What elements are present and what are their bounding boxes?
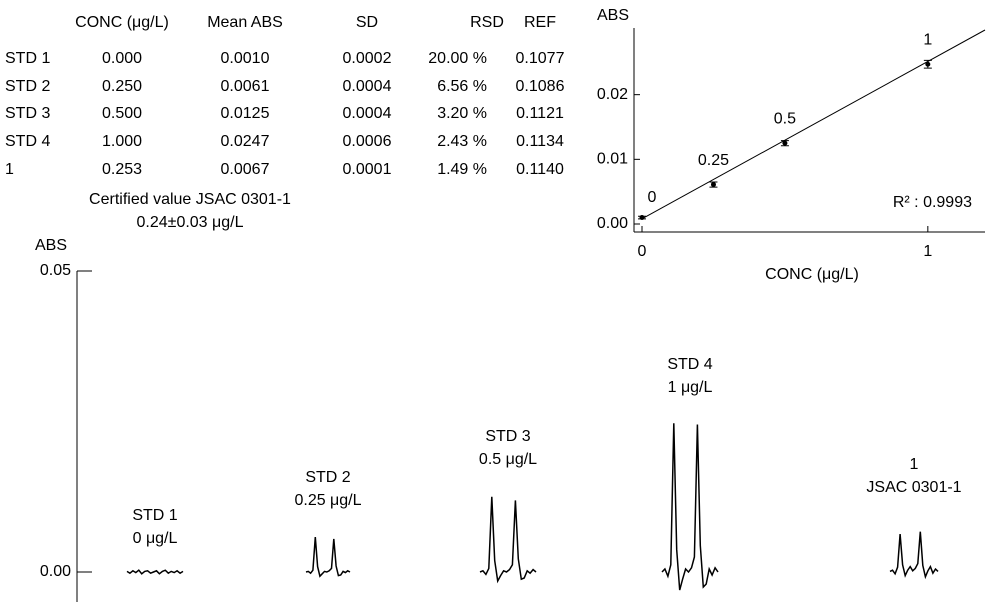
table-header: Mean ABS	[207, 14, 283, 31]
point	[925, 61, 931, 67]
table-cell: 0.1086	[516, 78, 565, 95]
y-tick-label: 0.00	[40, 563, 71, 580]
peak-label: 1 μg/L	[668, 379, 713, 396]
table-cell: 0.250	[102, 78, 142, 95]
table-cell: STD 3	[5, 105, 50, 122]
y-tick-label: 0.02	[597, 86, 628, 103]
table-cell: 20.00 %	[428, 50, 487, 67]
table-header: CONC (μg/L)	[75, 14, 169, 31]
trace	[889, 531, 939, 580]
table-cell: 3.20 %	[437, 105, 487, 122]
table-cell: 1	[5, 161, 14, 178]
table-cell: 0.0125	[221, 105, 270, 122]
table-cell: 0.0001	[343, 161, 392, 178]
point-label: 0.5	[774, 110, 796, 127]
table-cell: 0.000	[102, 50, 142, 67]
table-cell: 1.000	[102, 133, 142, 150]
table-cell: 0.1077	[516, 50, 565, 67]
y-tick-label: 0.05	[40, 262, 71, 279]
table-header: SD	[356, 14, 378, 31]
trace	[479, 496, 537, 584]
table-cell: 0.0067	[221, 161, 270, 178]
peak-label: 0 μg/L	[133, 530, 178, 547]
table-cell: 0.0061	[221, 78, 270, 95]
peak-name: STD 2	[305, 469, 350, 486]
trace	[305, 537, 351, 578]
peak-name: STD 3	[485, 428, 530, 445]
point	[639, 215, 645, 221]
table-cell: 0.1134	[516, 133, 564, 150]
table-cell: 1.49 %	[437, 161, 487, 178]
note: 0.24±0.03 μg/L	[137, 214, 244, 231]
trace	[126, 569, 184, 575]
point-label: 1	[923, 31, 932, 48]
table-cell: 0.1121	[516, 105, 564, 122]
peak-name: STD 1	[132, 507, 177, 524]
peak-label: 0.25 μg/L	[294, 492, 361, 509]
x-tick-label: 1	[923, 243, 932, 260]
table-cell: 0.500	[102, 105, 142, 122]
table-cell: STD 1	[5, 50, 50, 67]
y-tick-label: 0.00	[597, 215, 628, 232]
annotation: R² : 0.9993	[893, 194, 972, 211]
table-cell: STD 2	[5, 78, 50, 95]
table-cell: 2.43 %	[437, 133, 487, 150]
point	[782, 140, 788, 146]
peak-name: 1	[910, 456, 919, 473]
peak-label: JSAC 0301-1	[866, 479, 961, 496]
table-cell: 0.0002	[343, 50, 392, 67]
note: Certified value JSAC 0301-1	[89, 191, 291, 208]
point	[710, 182, 716, 188]
table-cell: 0.1140	[516, 161, 564, 178]
table-header: RSD	[470, 14, 504, 31]
fit-line	[641, 29, 986, 220]
table-cell: 0.0247	[221, 133, 270, 150]
x-axis-label: CONC (μg/L)	[765, 266, 859, 283]
point-label: 0.25	[698, 152, 729, 169]
peak-label: 0.5 μg/L	[479, 451, 537, 468]
table-cell: STD 4	[5, 133, 50, 150]
table-header: REF	[524, 14, 556, 31]
trace	[661, 423, 719, 591]
y-tick-label: 0.01	[597, 151, 628, 168]
table-cell: 0.0006	[343, 133, 392, 150]
x-tick-label: 0	[638, 243, 647, 260]
table-cell: 0.0010	[221, 50, 270, 67]
table-cell: 6.56 %	[437, 78, 487, 95]
table-cell: 0.0004	[343, 105, 392, 122]
table-cell: 0.253	[102, 161, 142, 178]
point-label: 0	[648, 189, 657, 206]
peak-name: STD 4	[667, 356, 712, 373]
table-cell: 0.0004	[343, 78, 392, 95]
y-axis-label: ABS	[35, 237, 67, 254]
y-axis-label: ABS	[597, 7, 629, 24]
